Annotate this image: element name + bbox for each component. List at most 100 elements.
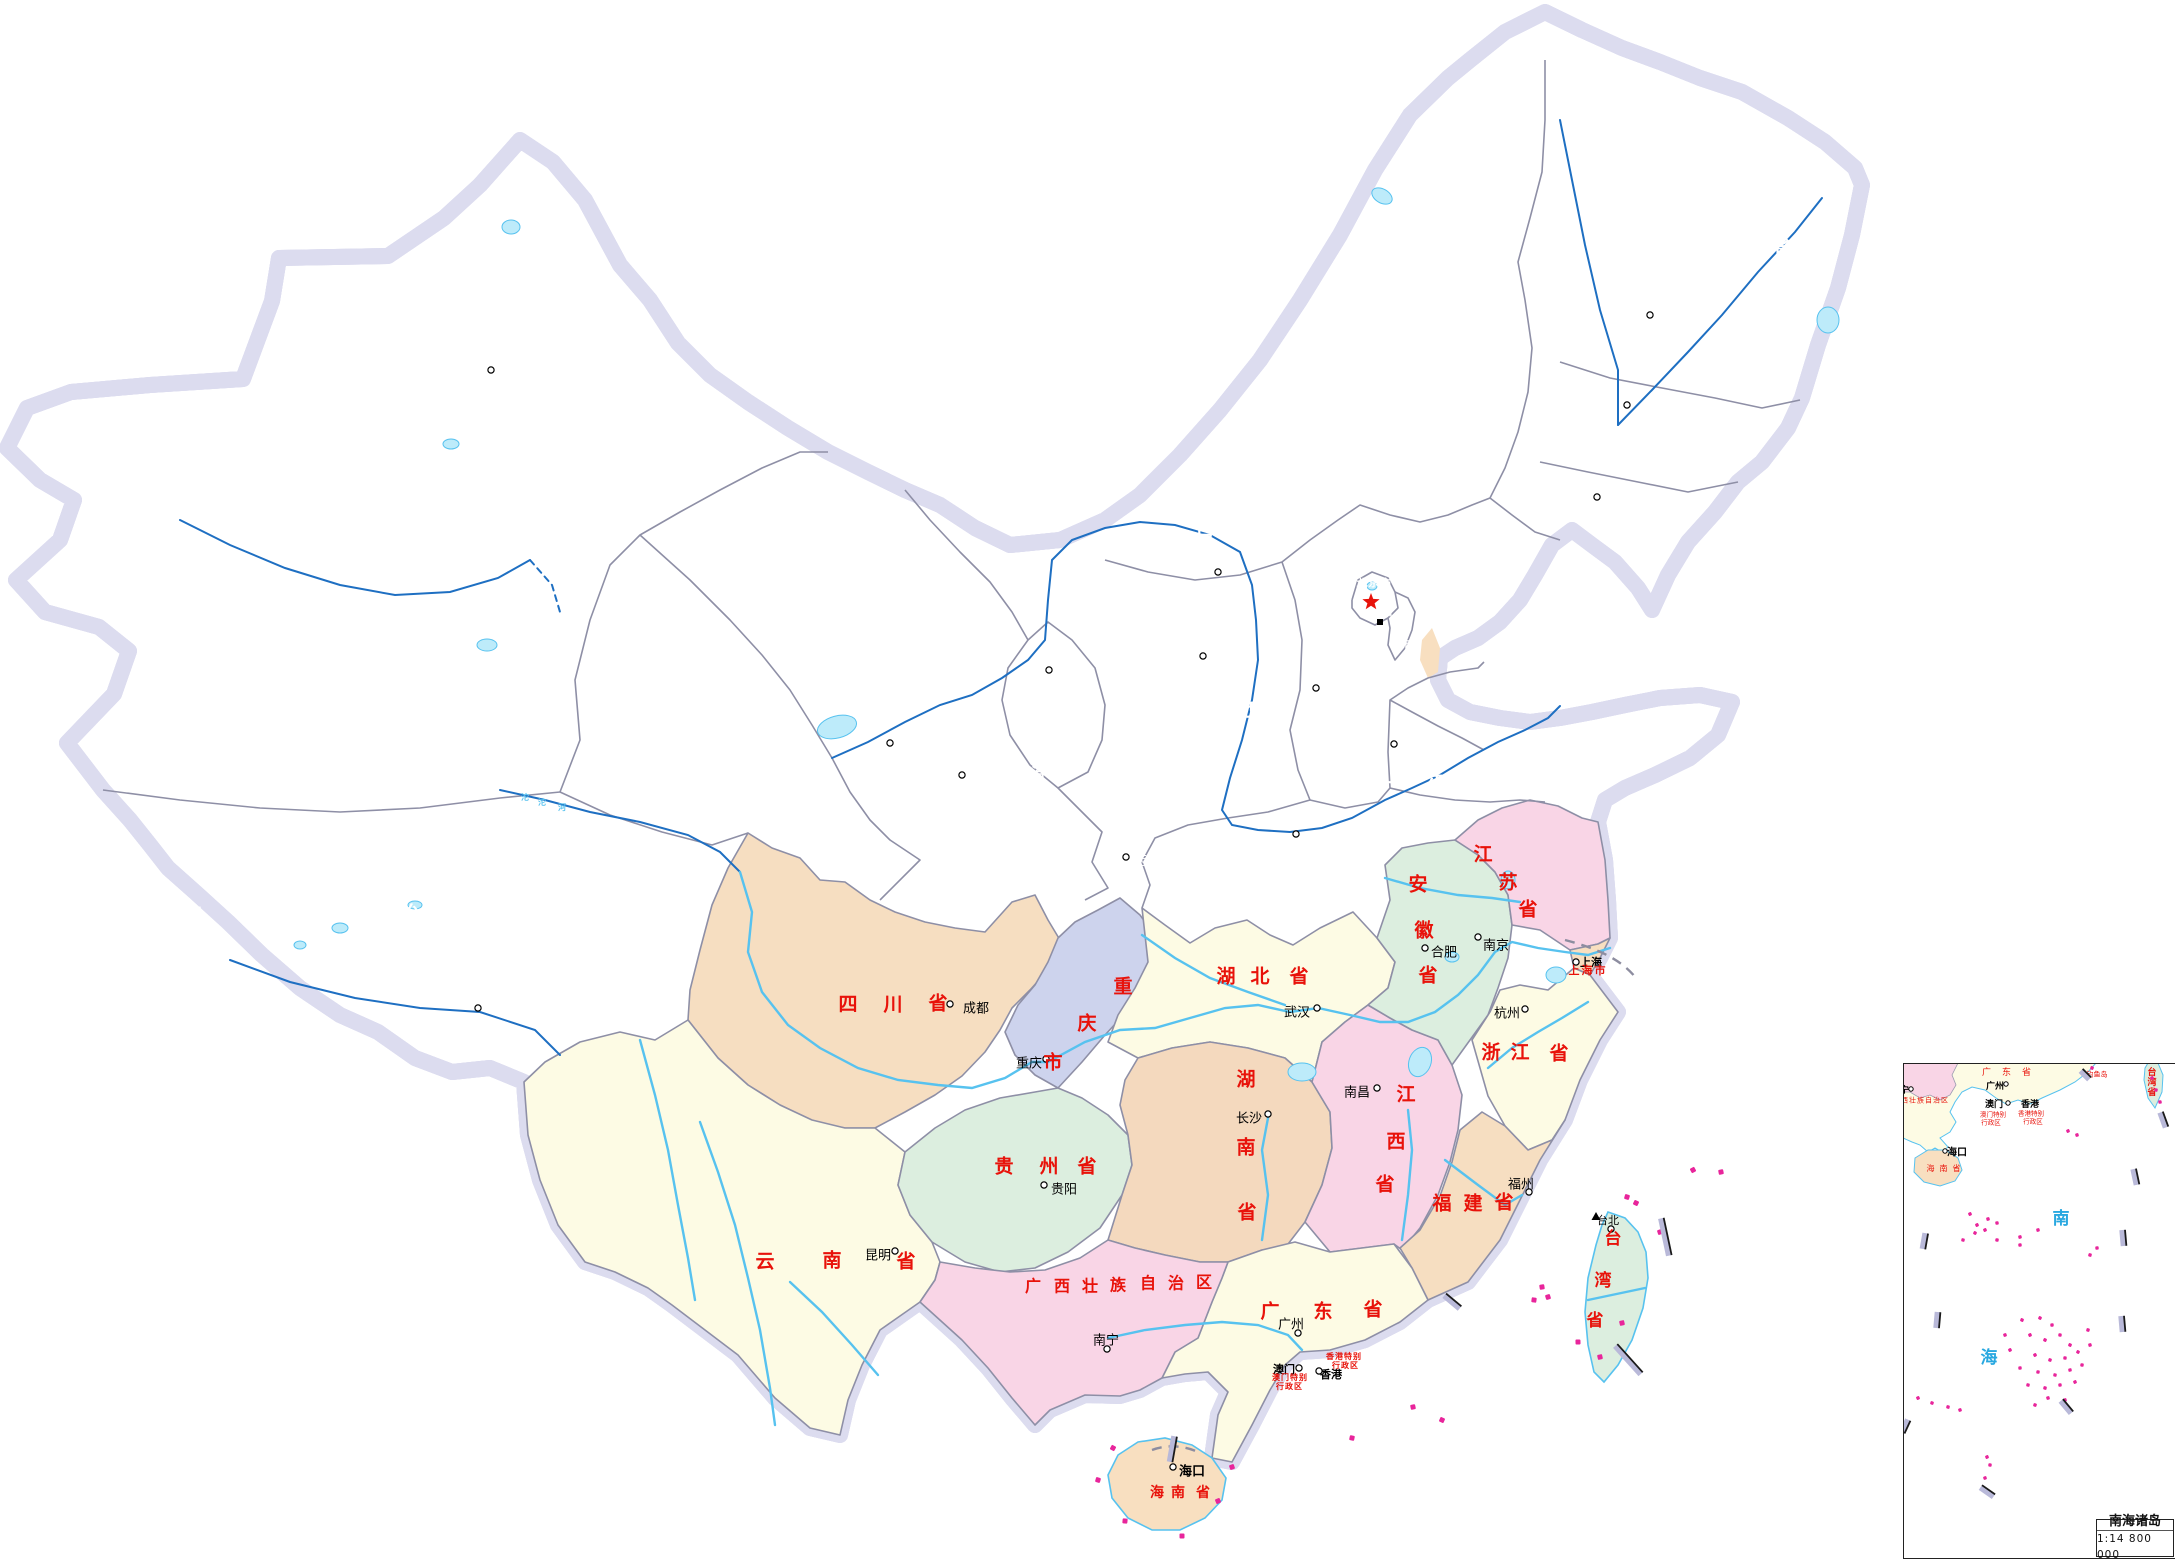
ulungur-lake [501, 219, 521, 235]
province-label-char: 自 [1140, 1274, 1156, 1293]
city-label-长沙: 长沙 [1236, 1112, 1262, 1127]
province-label-char: 省 [1586, 1310, 1604, 1331]
city-label-杭州: 杭州 [1494, 1007, 1520, 1022]
pearl-river [1106, 1320, 1304, 1352]
island-dot [1986, 1217, 1990, 1221]
inset-label: 海南省 [1927, 1163, 1966, 1173]
island-dot [1179, 1533, 1185, 1539]
city-dot [1607, 1225, 1615, 1233]
province-hainan [1107, 1437, 1227, 1531]
city-dot [1199, 652, 1207, 660]
tarim-river-dashed [529, 559, 561, 613]
province-label-char: 维 [272, 485, 291, 508]
province-taiwan [1584, 1211, 1649, 1384]
dash-segment [2058, 1398, 2074, 1416]
province-label-char: 徽 [1413, 919, 1434, 942]
city-dot [1313, 1004, 1321, 1012]
province-label-char: 四 [838, 994, 857, 1016]
city-dot [1525, 1188, 1533, 1196]
province-label-char: 区 [469, 903, 488, 925]
province-label-char: 广 [1260, 1300, 1279, 1323]
qiongzhou-strait-line [1151, 1445, 1199, 1454]
city-label-南京: 南京 [1483, 938, 1509, 954]
province-label-char: 安 [1408, 873, 1427, 896]
inset-city-dot [2003, 1081, 2009, 1087]
island-dot [1995, 1238, 1999, 1242]
city-dot [1169, 1463, 1177, 1471]
city-dot [946, 1000, 954, 1008]
min-river [1443, 1158, 1524, 1207]
province-label-char: 族 [1110, 1276, 1127, 1295]
province-label-char: 云 [755, 1251, 774, 1273]
province-label-char: 湾 [1595, 1270, 1612, 1291]
island-dot [1597, 1354, 1603, 1360]
inset-label: 广州 [1986, 1080, 2004, 1092]
province-label-char: 自 [431, 485, 450, 508]
tarim-river [179, 519, 531, 597]
province-label-char: 别 [1298, 1373, 1307, 1382]
province-label-char: 南 [1236, 1137, 1255, 1159]
city-label-昆明: 昆明 [865, 1249, 891, 1264]
province-label-char: 别 [1352, 1352, 1361, 1361]
taihu-lake [1545, 966, 1567, 984]
province-label-char: 湖 [1216, 966, 1235, 988]
island-dot [1539, 1284, 1545, 1290]
river-label-char: 沱 [538, 797, 546, 807]
province-label-char: 龙 [1667, 233, 1686, 256]
province-label-char: 古 [1195, 517, 1214, 540]
dash-segment [2157, 1111, 2170, 1129]
island-dot [2033, 1353, 2037, 1357]
island-dot [1973, 1231, 1977, 1235]
province-label-char: 族 [1031, 725, 1046, 742]
province-label-char: 庆 [1077, 1012, 1096, 1035]
island-dot [2018, 1235, 2022, 1239]
inset-label: 澳门 [1985, 1098, 2003, 1110]
poyang-lake [1407, 1046, 1433, 1078]
province-label-char: 天 [1398, 607, 1410, 620]
province-label-char: 川 [882, 994, 902, 1016]
province-label-char: 江 [1510, 1042, 1529, 1064]
dongting-lake [1287, 1062, 1317, 1082]
yangtze-river [738, 870, 1612, 1090]
island-dot [1531, 1297, 1537, 1303]
island-dot [2086, 1328, 2090, 1332]
hongze-lake [1500, 870, 1516, 890]
dash-segment [1658, 1217, 1673, 1257]
dash-segment [2130, 1168, 2141, 1186]
island-dot [2158, 1100, 2162, 1104]
province-label-char: 省 [1607, 497, 1627, 519]
province-label-char: 贵 [994, 1156, 1013, 1178]
city-label-广州: 广州 [1278, 1318, 1304, 1333]
island-dot [2088, 1343, 2092, 1347]
xiang-river [1260, 1116, 1270, 1242]
inset-label: 行政区 [2023, 1116, 2043, 1125]
province-label-char: 北 [1250, 966, 1269, 988]
boundary-dash-segments [1166, 1217, 1673, 1463]
province-label-char: 省 [937, 718, 957, 740]
province-labels: 黑龙江省吉林省辽宁省内蒙古自治区新疆维吾尔自治区西藏自治区青海省甘肃省宁夏回族自… [166, 233, 1791, 1501]
province-label-char: 市 [1595, 963, 1606, 977]
dash-segment [2078, 1068, 2092, 1082]
island-dot [1545, 1294, 1551, 1300]
inset-guangxi-area [1903, 1063, 1959, 1101]
city-dot [891, 1247, 899, 1255]
mainland-fill [7, 12, 1862, 1462]
inset-label: 广东省 [1982, 1066, 2042, 1078]
province-label-char: 浙 [1481, 1041, 1500, 1064]
island-dot [1215, 1498, 1221, 1504]
province-label-char: 苏 [1498, 871, 1517, 894]
city-dot [1040, 1181, 1048, 1189]
khanka-lake [1816, 306, 1840, 334]
island-dot [1624, 1194, 1630, 1200]
city-dot [1264, 1110, 1272, 1118]
island-dot [2063, 1356, 2067, 1360]
province-label-char: 省 [1288, 966, 1308, 988]
island-dot [1946, 1405, 1950, 1409]
inset-label: 香港 [2020, 1098, 2040, 1110]
province-label-char: 台 [1605, 1228, 1622, 1249]
province-label-char: 省 [771, 754, 791, 776]
province-label-char: 政 [1285, 1381, 1293, 1391]
